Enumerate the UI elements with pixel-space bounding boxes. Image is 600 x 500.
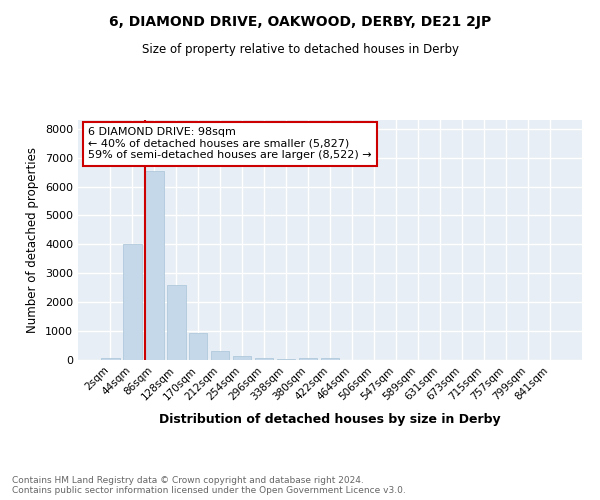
Y-axis label: Number of detached properties: Number of detached properties <box>26 147 40 333</box>
Bar <box>167 285 185 360</box>
Bar <box>123 244 142 360</box>
Bar <box>299 358 317 360</box>
Bar <box>211 350 229 360</box>
Bar <box>101 358 119 360</box>
Bar <box>277 358 295 360</box>
Bar <box>255 358 274 360</box>
Bar <box>233 356 251 360</box>
Bar <box>320 358 340 360</box>
X-axis label: Distribution of detached houses by size in Derby: Distribution of detached houses by size … <box>159 413 501 426</box>
Text: 6, DIAMOND DRIVE, OAKWOOD, DERBY, DE21 2JP: 6, DIAMOND DRIVE, OAKWOOD, DERBY, DE21 2… <box>109 15 491 29</box>
Text: 6 DIAMOND DRIVE: 98sqm
← 40% of detached houses are smaller (5,827)
59% of semi-: 6 DIAMOND DRIVE: 98sqm ← 40% of detached… <box>88 127 372 160</box>
Bar <box>189 332 208 360</box>
Bar <box>145 170 164 360</box>
Text: Size of property relative to detached houses in Derby: Size of property relative to detached ho… <box>142 42 458 56</box>
Text: Contains HM Land Registry data © Crown copyright and database right 2024.
Contai: Contains HM Land Registry data © Crown c… <box>12 476 406 495</box>
